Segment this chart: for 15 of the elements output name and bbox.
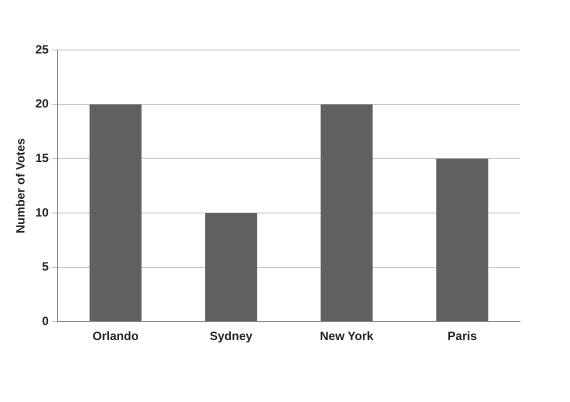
y-tick-label: 0 xyxy=(42,314,50,328)
x-tick-label: Paris xyxy=(448,329,478,344)
y-tick-label: 20 xyxy=(35,96,50,111)
y-axis-title: Number of Votes xyxy=(14,138,28,234)
bar xyxy=(320,104,373,322)
y-tick-label: 10 xyxy=(35,205,50,220)
x-tick-label: Orlando xyxy=(92,329,139,344)
bar xyxy=(205,212,258,322)
bar xyxy=(90,104,142,322)
x-tick-label: Sydney xyxy=(210,329,253,344)
bar xyxy=(436,158,488,322)
y-tick-label: 5 xyxy=(42,260,50,274)
y-tick-label: 15 xyxy=(35,150,50,165)
y-tick-label: 25 xyxy=(35,42,50,56)
x-tick-label: New York xyxy=(320,329,374,344)
